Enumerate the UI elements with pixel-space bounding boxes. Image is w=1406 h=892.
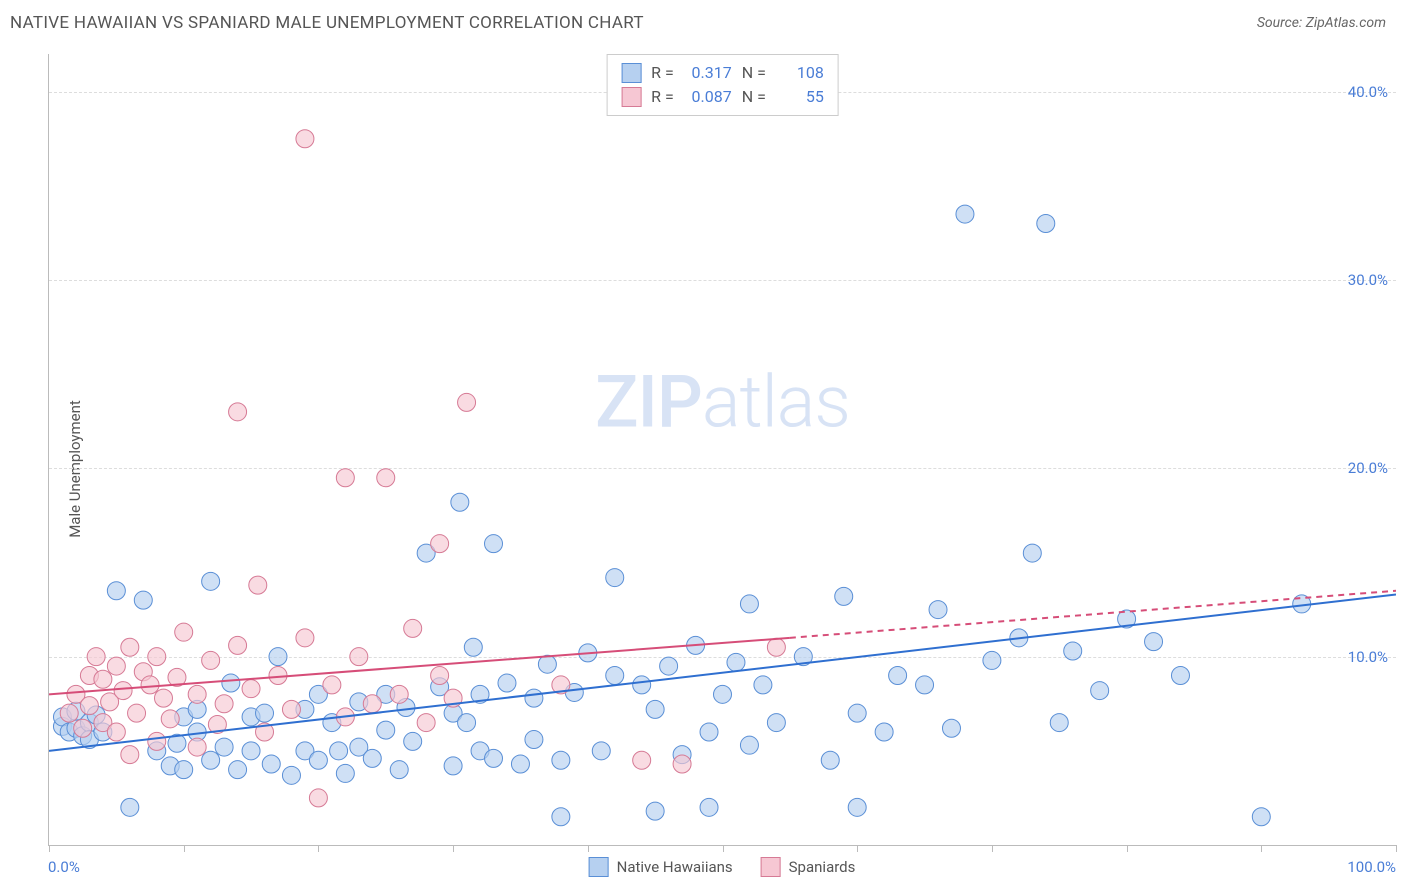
legend-label: Native Hawaiians <box>617 858 733 876</box>
bottom-legend: Native Hawaiians Spaniards <box>589 857 856 877</box>
x-tick <box>1261 845 1262 852</box>
x-tick <box>857 845 858 852</box>
stats-r-label: R = <box>651 85 674 109</box>
stats-box: R = 0.317 N = 108 R = 0.087 N = 55 <box>606 54 839 116</box>
x-axis-row: 0.0% Native Hawaiians Spaniards 100.0% <box>48 852 1396 882</box>
trend-line <box>49 638 790 695</box>
legend-label: Spaniards <box>789 858 856 876</box>
x-tick <box>723 845 724 852</box>
plot-area: ZIPatlas R =0.317N =108R =0.087N =55 10.… <box>48 54 1396 846</box>
chart-title: NATIVE HAWAIIAN VS SPANIARD MALE UNEMPLO… <box>10 13 644 33</box>
x-tick <box>992 845 993 852</box>
trend-line-dashed <box>790 591 1396 638</box>
legend-item: Spaniards <box>761 857 856 877</box>
stats-r-value: 0.087 <box>684 85 732 109</box>
trend-line <box>49 595 1396 751</box>
legend-item: Native Hawaiians <box>589 857 733 877</box>
stats-n-value: 108 <box>776 61 824 85</box>
legend-swatch <box>761 857 781 877</box>
x-tick <box>1396 845 1397 852</box>
stats-swatch <box>621 87 641 107</box>
stats-swatch <box>621 63 641 83</box>
x-max-label: 100.0% <box>1347 858 1396 876</box>
x-min-label: 0.0% <box>48 858 80 876</box>
stats-r-label: R = <box>651 61 674 85</box>
stats-n-label: N = <box>742 61 766 85</box>
stats-n-label: N = <box>742 85 766 109</box>
stats-r-value: 0.317 <box>684 61 732 85</box>
x-tick <box>49 845 50 852</box>
chart-source: Source: ZipAtlas.com <box>1257 15 1386 31</box>
x-tick <box>453 845 454 852</box>
legend-swatch <box>589 857 609 877</box>
x-tick <box>318 845 319 852</box>
stats-row: R = 0.087 N = 55 <box>621 85 824 109</box>
stats-row: R = 0.317 N = 108 <box>621 61 824 85</box>
x-tick <box>184 845 185 852</box>
x-tick <box>588 845 589 852</box>
stats-n-value: 55 <box>776 85 824 109</box>
trend-lines-layer <box>49 54 1396 845</box>
x-tick <box>1127 845 1128 852</box>
